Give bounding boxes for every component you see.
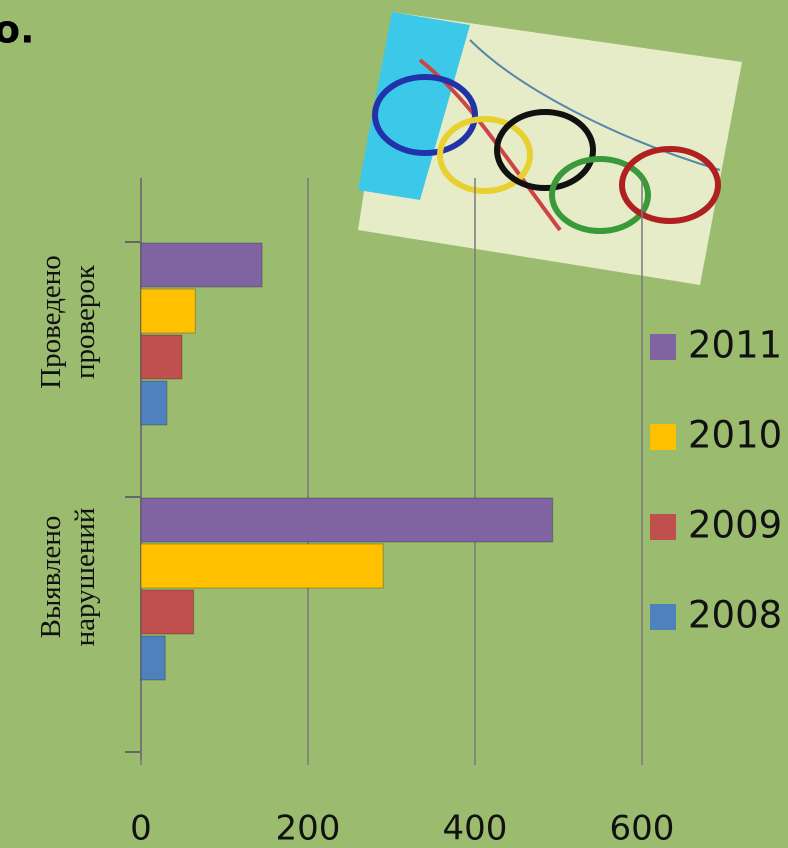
category-label: Проведено проверок [35, 255, 101, 389]
legend-swatch [650, 514, 676, 540]
x-tick-label: 200 [276, 809, 341, 848]
bar [140, 543, 384, 589]
x-tick-label: 0 [130, 809, 152, 848]
map-image [358, 12, 742, 285]
legend-label: 2009 [688, 504, 782, 547]
bar [140, 635, 166, 681]
bar [140, 288, 196, 334]
x-tick-label: 400 [443, 809, 508, 848]
category-label: Выявлено нарушений [35, 507, 101, 647]
legend-swatch [650, 604, 676, 630]
legend-label: 2008 [688, 594, 782, 637]
bar [140, 334, 183, 380]
legend-label: 2010 [688, 414, 782, 457]
annotation: о. [0, 8, 35, 52]
bar [140, 380, 168, 426]
bar [140, 497, 554, 543]
bar [140, 589, 195, 635]
legend-swatch [650, 334, 676, 360]
x-tick-label: 600 [610, 809, 675, 848]
legend-swatch [650, 424, 676, 450]
legend-label: 2011 [688, 324, 782, 367]
bar [140, 242, 263, 288]
